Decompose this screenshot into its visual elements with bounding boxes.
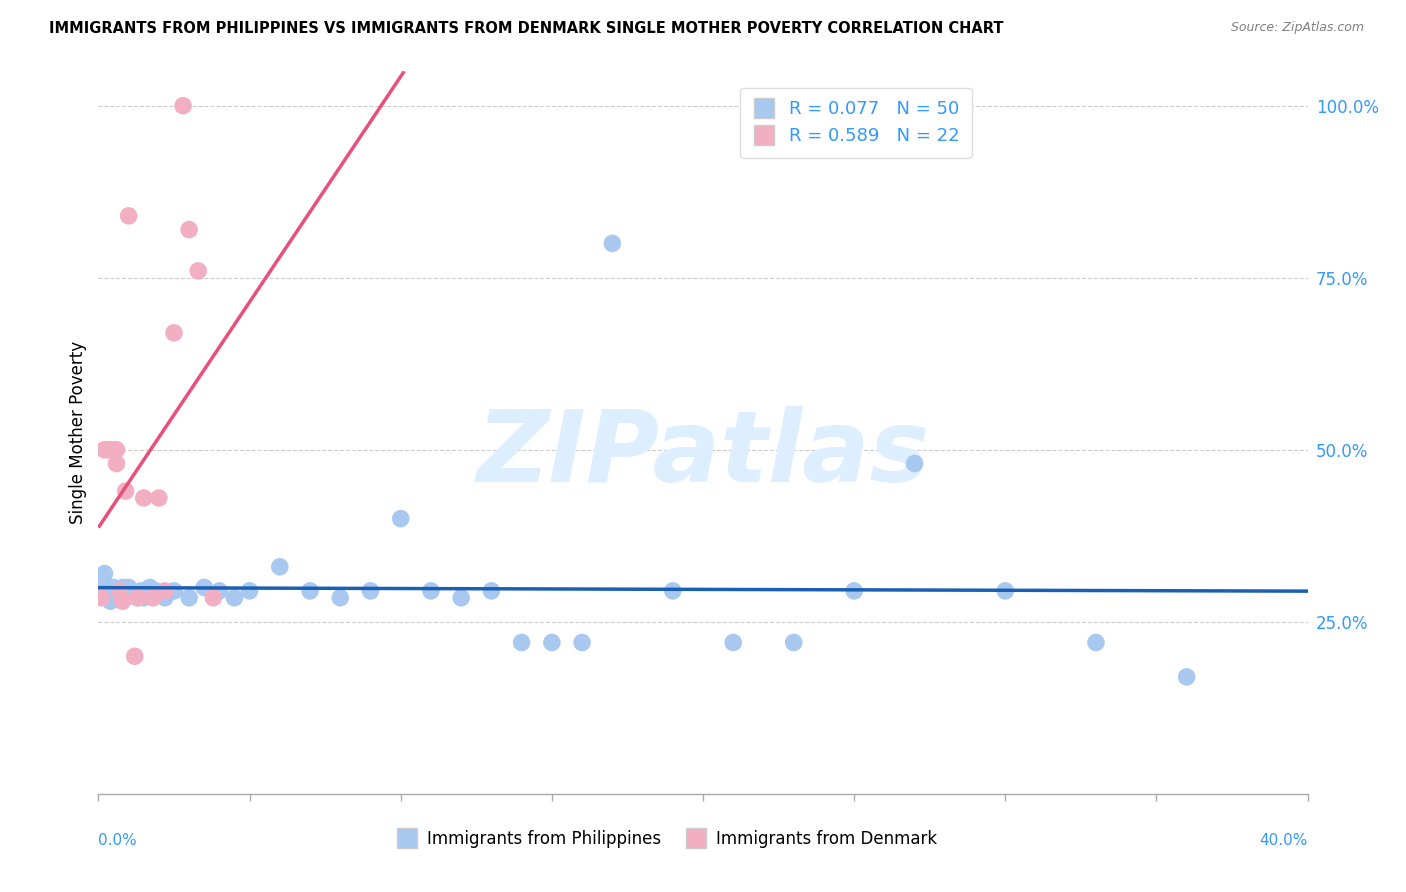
Point	[93, 566, 115, 581]
Point	[127, 591, 149, 605]
Point	[148, 491, 170, 505]
Point	[1085, 635, 1108, 649]
Point	[179, 222, 201, 236]
Point	[208, 583, 231, 598]
Point	[100, 442, 122, 457]
Point	[994, 583, 1017, 598]
Point	[124, 649, 146, 664]
Point	[783, 635, 806, 649]
Point	[450, 591, 472, 605]
Point	[163, 326, 186, 340]
Point	[153, 583, 176, 598]
Point	[90, 591, 112, 605]
Point	[121, 583, 143, 598]
Point	[420, 583, 443, 598]
Point	[193, 581, 215, 595]
Point	[239, 583, 262, 598]
Point	[118, 209, 141, 223]
Point	[187, 264, 209, 278]
Point	[111, 594, 134, 608]
Point	[389, 511, 412, 525]
Point	[540, 635, 562, 649]
Point	[329, 591, 352, 605]
Point	[114, 591, 136, 605]
Point	[100, 594, 122, 608]
Point	[105, 457, 128, 471]
Point	[90, 581, 112, 595]
Point	[93, 442, 115, 457]
Text: Source: ZipAtlas.com: Source: ZipAtlas.com	[1230, 21, 1364, 34]
Point	[904, 457, 927, 471]
Point	[111, 583, 134, 598]
Point	[299, 583, 322, 598]
Point	[224, 591, 246, 605]
Point	[96, 587, 118, 601]
Point	[481, 583, 503, 598]
Point	[132, 491, 155, 505]
Point	[105, 583, 128, 598]
Point	[108, 583, 131, 598]
Point	[108, 583, 131, 598]
Point	[269, 559, 291, 574]
Point	[163, 583, 186, 598]
Point	[360, 583, 382, 598]
Point	[510, 635, 533, 649]
Point	[571, 635, 593, 649]
Y-axis label: Single Mother Poverty: Single Mother Poverty	[69, 341, 87, 524]
Point	[723, 635, 745, 649]
Point	[111, 581, 134, 595]
Point	[145, 583, 167, 598]
Point	[118, 583, 141, 598]
Point	[132, 591, 155, 605]
Text: 0.0%: 0.0%	[98, 833, 138, 847]
Point	[108, 591, 131, 605]
Point	[602, 236, 624, 251]
Point	[139, 581, 162, 595]
Point	[129, 583, 152, 598]
Point	[124, 587, 146, 601]
Point	[142, 591, 165, 605]
Point	[153, 591, 176, 605]
Text: 40.0%: 40.0%	[1260, 833, 1308, 847]
Point	[114, 484, 136, 499]
Point	[93, 581, 115, 595]
Point	[96, 442, 118, 457]
Point	[103, 442, 125, 457]
Legend: Immigrants from Philippines, Immigrants from Denmark: Immigrants from Philippines, Immigrants …	[389, 822, 943, 855]
Point	[127, 591, 149, 605]
Text: ZIPatlas: ZIPatlas	[477, 406, 929, 503]
Point	[844, 583, 866, 598]
Point	[172, 99, 194, 113]
Point	[103, 581, 125, 595]
Text: IMMIGRANTS FROM PHILIPPINES VS IMMIGRANTS FROM DENMARK SINGLE MOTHER POVERTY COR: IMMIGRANTS FROM PHILIPPINES VS IMMIGRANT…	[49, 21, 1004, 36]
Point	[105, 442, 128, 457]
Point	[1175, 670, 1198, 684]
Point	[661, 583, 683, 598]
Point	[179, 591, 201, 605]
Point	[105, 587, 128, 601]
Point	[118, 581, 141, 595]
Point	[202, 591, 225, 605]
Point	[103, 591, 125, 605]
